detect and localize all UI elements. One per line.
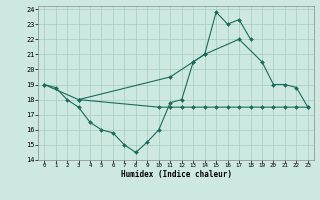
X-axis label: Humidex (Indice chaleur): Humidex (Indice chaleur) (121, 170, 231, 179)
